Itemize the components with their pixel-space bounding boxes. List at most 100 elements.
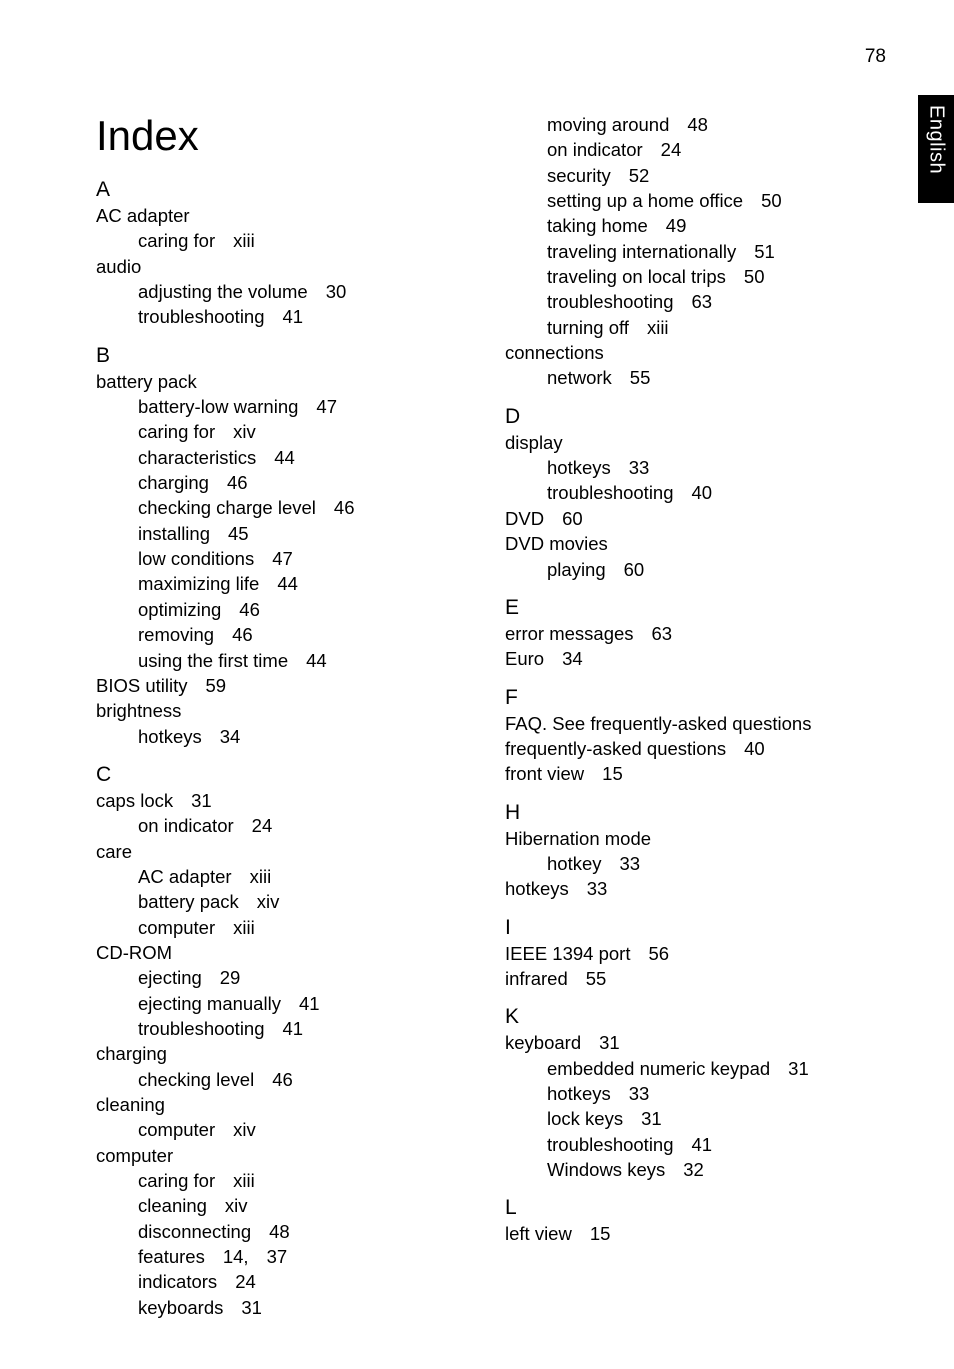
entry-text: Hibernation mode: [505, 828, 651, 849]
entry-text: maximizing life: [138, 573, 259, 594]
index-subentry: on indicator 24: [96, 813, 477, 838]
index-subentry: battery pack xiv: [96, 889, 477, 914]
entry-text: keyboard: [505, 1032, 581, 1053]
entry-locator: 32: [683, 1157, 704, 1182]
entry-locator: 63: [652, 621, 673, 646]
entry-locator: 24: [235, 1269, 256, 1294]
index-subentry: troubleshooting41: [96, 304, 477, 329]
entry-locator: 50: [744, 264, 765, 289]
entry-locator: 15: [590, 1221, 611, 1246]
index-subentry: disconnecting48: [96, 1219, 477, 1244]
entry-locator: 48: [687, 112, 708, 137]
index-entry: brightness: [96, 698, 477, 723]
entry-text: features: [138, 1246, 205, 1267]
index-entry: connections: [505, 340, 886, 365]
index-subentry: troubleshooting41: [96, 1016, 477, 1041]
index-subentry: computerxiv: [96, 1117, 477, 1142]
entry-locator: 40: [744, 736, 765, 761]
entry-locator: 50: [761, 188, 782, 213]
entry-text: caring for: [138, 1170, 215, 1191]
entry-locator: 15: [602, 761, 623, 786]
entry-locator: xiv: [257, 889, 280, 914]
index-subentry: low conditions 47: [96, 546, 477, 571]
entry-text: hotkey: [547, 853, 602, 874]
entry-locator: 24: [252, 813, 273, 838]
entry-locator: 31: [599, 1030, 620, 1055]
index-entry: DVD movies: [505, 531, 886, 556]
entry-text: removing: [138, 624, 214, 645]
entry-text: frequently-asked questions: [505, 738, 726, 759]
entry-text: computer: [138, 917, 215, 938]
entry-locator: 47: [272, 546, 293, 571]
index-subentry: security52: [505, 163, 886, 188]
index-subentry: caring forxiii: [96, 228, 477, 253]
index-subentry: network55: [505, 365, 886, 390]
entry-locator: 46: [232, 622, 253, 647]
entry-text: audio: [96, 256, 141, 277]
index-subentry: moving around 48: [505, 112, 886, 137]
entry-text: brightness: [96, 700, 181, 721]
index-entry: front view15: [505, 761, 886, 786]
entry-locator: 44: [274, 445, 295, 470]
entry-text: indicators: [138, 1271, 217, 1292]
entry-text: computer: [96, 1145, 173, 1166]
entry-locator: xiii: [233, 915, 255, 940]
entry-locator: 33: [629, 455, 650, 480]
entry-locator: 40: [692, 480, 713, 505]
entry-text: troubleshooting: [138, 306, 265, 327]
entry-text: keyboards: [138, 1297, 223, 1318]
entry-text: low conditions: [138, 548, 254, 569]
index-subentry: lock keys31: [505, 1106, 886, 1131]
index-col2: moving around48on indicator24security52s…: [505, 112, 886, 1247]
entry-text: ejecting: [138, 967, 202, 988]
entry-text: battery-low warning: [138, 396, 298, 417]
index-subentry: troubleshooting41: [505, 1132, 886, 1157]
entry-text: battery pack: [138, 891, 239, 912]
entry-locator: 37: [267, 1244, 288, 1269]
entry-locator: xiii: [233, 228, 255, 253]
index-subentry: playing60: [505, 557, 886, 582]
index-entry: frequently-asked questions 40: [505, 736, 886, 761]
entry-text: setting up a home office: [547, 190, 743, 211]
entry-text: taking home: [547, 215, 648, 236]
index-subentry: maximizing life44: [96, 571, 477, 596]
entry-locator: 51: [754, 239, 775, 264]
entry-locator: 34: [220, 724, 241, 749]
entry-text: on indicator: [138, 815, 234, 836]
entry-locator: 31: [191, 788, 212, 813]
index-subentry: caring forxiii: [96, 1168, 477, 1193]
entry-text: turning off: [547, 317, 629, 338]
entry-text: caps lock: [96, 790, 173, 811]
entry-locator: 49: [666, 213, 687, 238]
entry-locator: 29: [220, 965, 241, 990]
index-subentry: hotkey33: [505, 851, 886, 876]
index-letter: I: [505, 916, 886, 940]
entry-text: hotkeys: [505, 878, 569, 899]
entry-text: moving around: [547, 114, 669, 135]
entry-text: care: [96, 841, 132, 862]
index-letter: K: [505, 1005, 886, 1029]
index-subentry: optimizing46: [96, 597, 477, 622]
entry-text: troubleshooting: [138, 1018, 265, 1039]
entry-text: ejecting manually: [138, 993, 281, 1014]
entry-text: adjusting the volume: [138, 281, 308, 302]
entry-locator: 33: [587, 876, 608, 901]
index-subentry: troubleshooting63: [505, 289, 886, 314]
entry-locator: 47: [316, 394, 337, 419]
entry-text: using the first time: [138, 650, 288, 671]
index-subentry: using the first time44: [96, 648, 477, 673]
index-entry: left view15: [505, 1221, 886, 1246]
entry-text: hotkeys: [547, 1083, 611, 1104]
entry-text: hotkeys: [138, 726, 202, 747]
index-letter: C: [96, 763, 477, 787]
index-subentry: cleaningxiv: [96, 1193, 477, 1218]
index-subentry: embedded numeric keypad31: [505, 1056, 886, 1081]
index-subentry: taking home 49: [505, 213, 886, 238]
index-content: Index AAC adaptercaring forxiiiaudioadju…: [96, 112, 886, 1320]
language-tab: English: [918, 95, 954, 203]
index-subentry: battery-low warning 47: [96, 394, 477, 419]
entry-locator: xiv: [233, 419, 256, 444]
entry-locator: 24: [661, 137, 682, 162]
index-letter: H: [505, 801, 886, 825]
index-entry: IEEE 1394 port56: [505, 941, 886, 966]
